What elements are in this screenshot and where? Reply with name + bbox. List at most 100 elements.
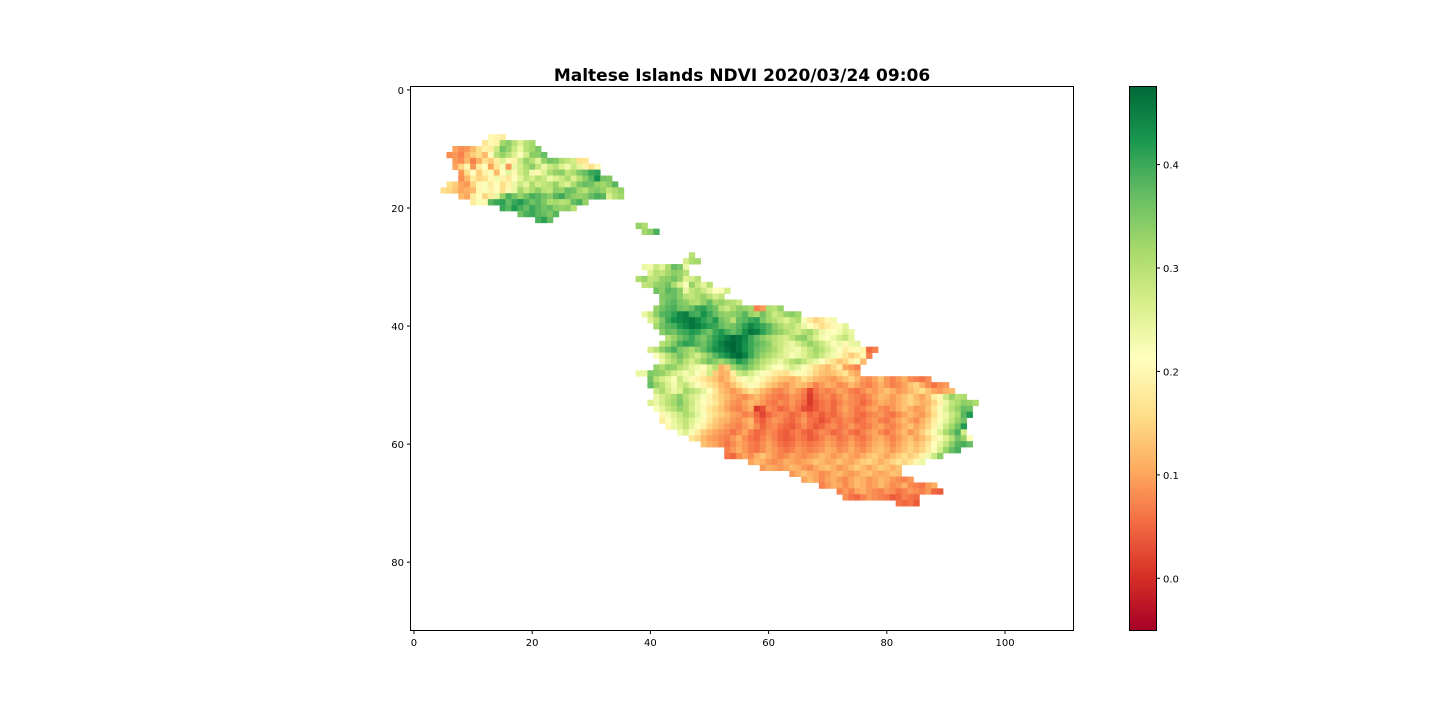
heatmap-cell bbox=[842, 388, 849, 395]
heatmap-cell bbox=[759, 340, 767, 348]
heatmap-cell bbox=[753, 317, 761, 324]
heatmap-cell bbox=[807, 476, 814, 483]
heatmap-cell bbox=[659, 317, 666, 324]
heatmap-cell bbox=[919, 376, 926, 383]
heatmap-cell bbox=[676, 340, 684, 348]
heatmap-cell bbox=[872, 376, 879, 383]
heatmap-cell bbox=[866, 464, 873, 472]
heatmap-cell bbox=[777, 358, 784, 365]
heatmap-cell bbox=[765, 429, 772, 436]
heatmap-cell bbox=[789, 417, 796, 424]
heatmap-cell bbox=[860, 417, 867, 424]
heatmap-cell bbox=[866, 429, 873, 436]
heatmap-cell bbox=[487, 187, 495, 194]
heatmap-cell bbox=[836, 376, 843, 383]
heatmap-cell bbox=[641, 222, 648, 230]
heatmap-cell bbox=[895, 464, 902, 472]
heatmap-cell bbox=[665, 287, 672, 294]
heatmap-cell bbox=[801, 364, 808, 371]
heatmap-cell bbox=[470, 187, 477, 194]
heatmap-cell bbox=[895, 417, 902, 424]
heatmap-cell bbox=[877, 476, 885, 483]
heatmap-cell bbox=[795, 447, 802, 454]
heatmap-cell bbox=[712, 346, 719, 353]
heatmap-cell bbox=[742, 452, 749, 460]
heatmap-cell bbox=[795, 323, 802, 330]
heatmap-cell bbox=[570, 205, 577, 212]
heatmap-cell bbox=[481, 199, 489, 206]
heatmap-cell bbox=[942, 393, 950, 401]
heatmap-cell bbox=[872, 346, 879, 353]
heatmap-cell bbox=[866, 399, 873, 407]
heatmap-cell bbox=[842, 488, 849, 495]
heatmap-cell bbox=[795, 352, 802, 359]
heatmap-cell bbox=[742, 352, 749, 359]
heatmap-cell bbox=[458, 193, 465, 200]
heatmap-cell bbox=[818, 482, 826, 489]
heatmap-cell bbox=[777, 393, 784, 401]
heatmap-cell bbox=[712, 435, 719, 442]
heatmap-cell bbox=[487, 193, 495, 200]
heatmap-cell bbox=[529, 146, 536, 153]
heatmap-cell bbox=[807, 328, 814, 336]
heatmap-cell bbox=[960, 411, 968, 418]
heatmap-cell bbox=[694, 423, 702, 430]
heatmap-cell bbox=[712, 358, 719, 365]
heatmap-cell bbox=[783, 328, 790, 336]
heatmap-cell bbox=[517, 205, 524, 212]
heatmap-cell bbox=[523, 199, 530, 206]
heatmap-cell bbox=[765, 358, 772, 365]
heatmap-cell bbox=[712, 293, 719, 300]
heatmap-cell bbox=[877, 458, 885, 466]
heatmap-cell bbox=[523, 210, 530, 218]
heatmap-cell bbox=[807, 340, 814, 348]
heatmap-cell bbox=[706, 317, 713, 324]
heatmap-cell bbox=[877, 429, 885, 436]
heatmap-cell bbox=[824, 411, 832, 418]
heatmap-cell bbox=[907, 376, 914, 383]
heatmap-cell bbox=[582, 163, 589, 171]
heatmap-cell bbox=[913, 405, 920, 413]
heatmap-cell bbox=[505, 140, 512, 147]
heatmap-cell bbox=[830, 328, 837, 336]
heatmap-cell bbox=[700, 281, 707, 289]
heatmap-cell bbox=[753, 352, 761, 359]
heatmap-cell bbox=[487, 181, 495, 188]
heatmap-cell bbox=[771, 311, 778, 318]
heatmap-cell bbox=[736, 358, 743, 365]
heatmap-cell bbox=[582, 175, 589, 182]
heatmap-cell bbox=[682, 323, 690, 330]
heatmap-cell bbox=[866, 470, 873, 477]
heatmap-cell bbox=[552, 157, 560, 165]
heatmap-cell bbox=[653, 305, 660, 312]
heatmap-cell bbox=[718, 435, 725, 442]
heatmap-cell bbox=[676, 352, 684, 359]
heatmap-cell bbox=[783, 382, 790, 389]
heatmap-cell bbox=[481, 169, 489, 176]
heatmap-cell bbox=[895, 435, 902, 442]
heatmap-cell bbox=[570, 187, 577, 194]
heatmap-cell bbox=[937, 452, 944, 460]
heatmap-cell bbox=[688, 293, 696, 300]
heatmap-cell bbox=[535, 199, 542, 206]
heatmap-cell bbox=[931, 411, 938, 418]
heatmap-cell bbox=[872, 423, 879, 430]
heatmap-cell bbox=[753, 429, 761, 436]
heatmap-cell bbox=[848, 452, 855, 460]
heatmap-cell bbox=[676, 417, 684, 424]
heatmap-cell bbox=[937, 447, 944, 454]
heatmap-cell bbox=[706, 334, 713, 342]
heatmap-cell bbox=[700, 405, 707, 413]
heatmap-cell bbox=[676, 382, 684, 389]
heatmap-cell bbox=[688, 382, 696, 389]
heatmap-cell bbox=[700, 340, 707, 348]
heatmap-cell bbox=[795, 429, 802, 436]
heatmap-cell bbox=[812, 458, 820, 466]
heatmap-cell bbox=[907, 494, 914, 501]
heatmap-cell bbox=[458, 146, 465, 153]
heatmap-cell bbox=[564, 205, 571, 212]
heatmap-cell bbox=[671, 370, 678, 377]
heatmap-cell bbox=[777, 340, 784, 348]
heatmap-cell bbox=[682, 311, 690, 318]
heatmap-cell bbox=[671, 364, 678, 371]
